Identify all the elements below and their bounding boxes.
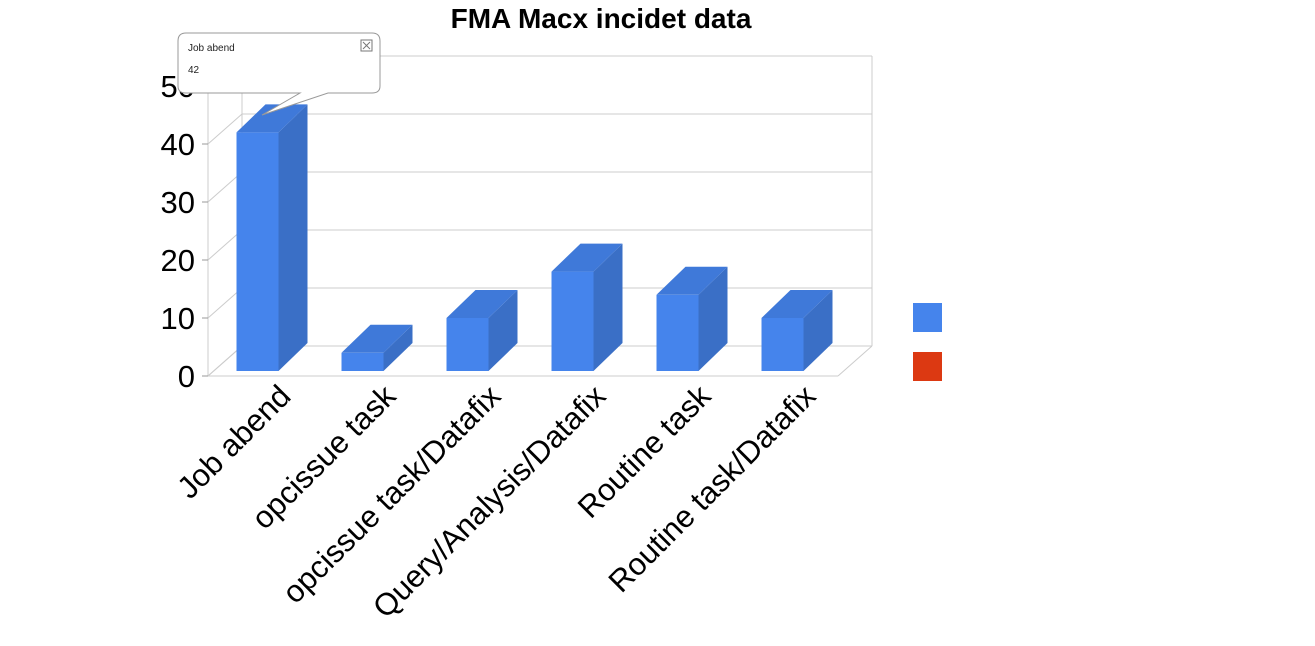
bar-top — [446, 290, 518, 318]
y-tick-label: 30 — [161, 185, 195, 220]
bar-top — [761, 290, 833, 318]
tooltip-value: 42 — [188, 65, 200, 76]
chart-title: FMA Macx incidet data — [451, 3, 752, 34]
bar-front — [551, 271, 594, 371]
tooltip-bubble — [177, 32, 381, 116]
bar-3[interactable] — [446, 290, 518, 371]
bar-2[interactable] — [341, 324, 413, 371]
legend-swatch — [913, 352, 942, 381]
gridline-side — [207, 345, 243, 377]
y-tick-label: 20 — [161, 243, 195, 278]
y-tick-label: 10 — [161, 301, 195, 336]
legend-swatch — [913, 303, 942, 332]
y-tick-label: 0 — [178, 359, 195, 394]
bar-top — [236, 104, 308, 133]
bar-1[interactable] — [236, 104, 308, 372]
tooltip[interactable]: Job abend 42 — [177, 32, 381, 116]
bar-side — [383, 324, 413, 371]
bar-top — [341, 324, 413, 353]
bars-layer — [236, 104, 833, 372]
gridline-side — [207, 229, 243, 261]
bar-top — [656, 266, 728, 295]
bar-front — [761, 318, 804, 371]
bar-side — [698, 266, 728, 371]
legend — [913, 303, 942, 381]
x-tick-label: Routine task/Datafix — [602, 378, 823, 599]
grid-floor-right — [837, 345, 873, 377]
bar-side — [803, 290, 833, 371]
close-icon[interactable] — [360, 39, 373, 52]
bar-top — [551, 243, 623, 272]
bar-front — [341, 352, 384, 371]
bar-front — [446, 318, 489, 371]
bar-side — [278, 104, 308, 372]
bar-5[interactable] — [656, 266, 728, 371]
gridline-side — [207, 113, 243, 145]
bar-front — [236, 132, 279, 371]
gridline-side — [207, 287, 243, 319]
gridline-side — [207, 171, 243, 203]
y-tick-label: 40 — [161, 127, 195, 162]
bar-side — [593, 243, 623, 371]
y-axis: 01020304050 — [161, 69, 208, 394]
bar-front — [656, 294, 699, 371]
tooltip-label: Job abend — [188, 43, 235, 54]
bar-side — [488, 290, 518, 371]
bar-6[interactable] — [761, 290, 833, 371]
bar-4[interactable] — [551, 243, 623, 371]
